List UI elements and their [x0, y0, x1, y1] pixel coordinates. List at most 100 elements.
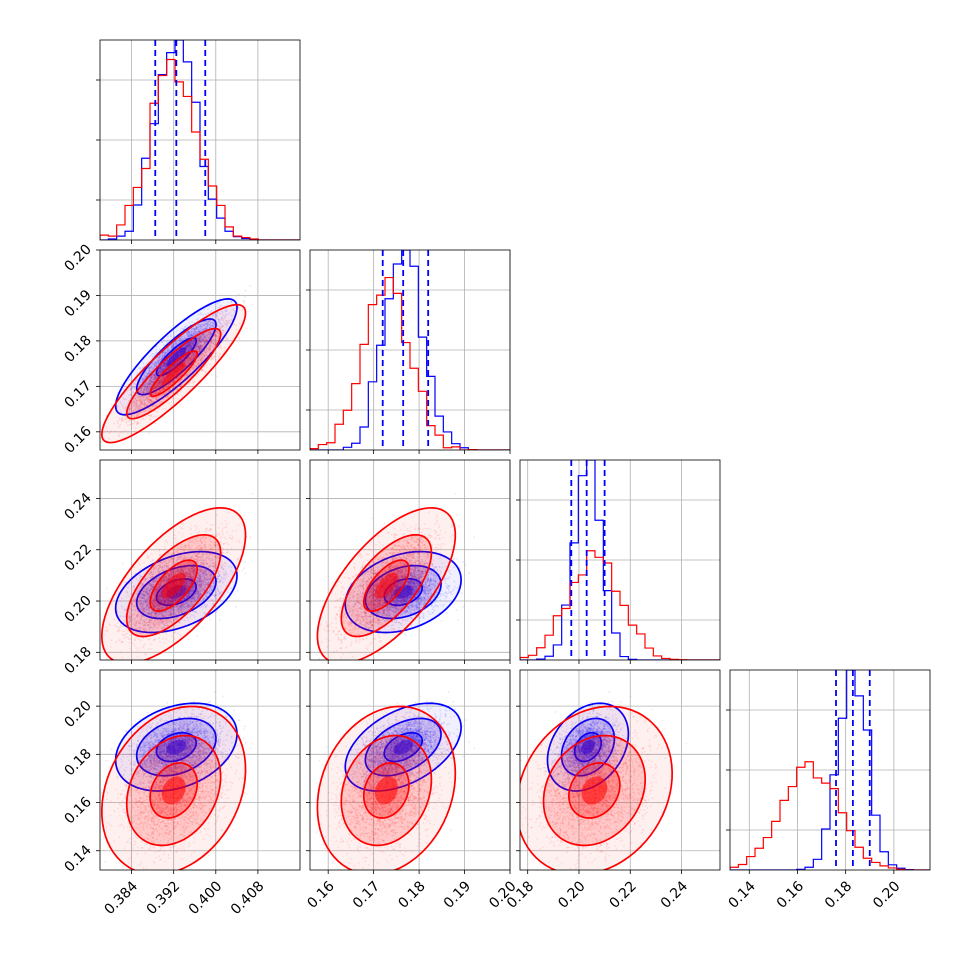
sample-point: [210, 373, 213, 376]
sample-point: [158, 370, 161, 373]
sample-point: [154, 387, 156, 390]
sample-point: [150, 376, 153, 379]
sample-point: [175, 362, 178, 365]
sample-point: [226, 313, 229, 316]
sample-point: [190, 347, 193, 349]
sample-point: [143, 377, 146, 379]
sample-point: [176, 362, 178, 365]
sample-point: [147, 383, 150, 386]
sample-point: [128, 394, 130, 397]
sample-point: [132, 383, 135, 386]
sample-point: [218, 325, 221, 328]
sample-point: [186, 347, 189, 349]
sample-point: [193, 329, 196, 332]
sample-point: [201, 333, 203, 336]
sample-point: [205, 334, 208, 337]
sample-point: [175, 343, 178, 345]
sample-point: [196, 331, 199, 334]
sample-point: [198, 348, 200, 351]
sample-point: [164, 366, 167, 369]
sample-point: [146, 385, 148, 388]
sample-point: [142, 378, 145, 381]
sample-point: [195, 327, 198, 329]
sample-point: [169, 367, 171, 370]
sample-point: [192, 328, 195, 331]
sample-point: [202, 336, 205, 339]
sample-point: [167, 335, 169, 338]
sample-point: [142, 378, 145, 381]
sample-point: [157, 372, 160, 375]
sample-point: [167, 349, 170, 352]
sample-point: [162, 355, 165, 358]
sample-point: [175, 343, 178, 346]
sample-point: [155, 385, 158, 387]
sample-point: [202, 338, 205, 340]
sample-point: [183, 345, 186, 347]
sample-point: [194, 333, 196, 335]
sample-point: [197, 363, 199, 366]
sample-point: [203, 323, 206, 326]
sample-point: [193, 355, 196, 358]
sample-point: [200, 340, 203, 343]
sample-point: [189, 345, 192, 348]
sample-point: [154, 373, 157, 376]
sample-point: [223, 321, 225, 324]
sample-point: [150, 385, 152, 388]
sample-point: [143, 386, 146, 389]
sample-point: [191, 358, 194, 361]
sample-point: [208, 305, 211, 308]
sample-point: [197, 339, 200, 342]
sample-point: [220, 317, 223, 320]
sample-point: [202, 313, 205, 316]
sample-point: [190, 339, 193, 342]
sample-point: [160, 380, 163, 383]
sample-point: [197, 313, 200, 315]
sample-point: [186, 332, 189, 335]
sample-point: [187, 343, 190, 345]
sample-point: [131, 409, 134, 412]
sample-point: [160, 381, 163, 384]
sample-point: [176, 362, 179, 365]
sample-point: [151, 381, 153, 383]
sample-point: [163, 387, 165, 390]
sample-point: [194, 330, 196, 333]
sample-point: [218, 300, 221, 303]
sample-point: [163, 361, 166, 364]
sample-point: [181, 328, 184, 331]
sample-point: [199, 344, 201, 346]
sample-point: [131, 386, 134, 388]
sample-point: [153, 376, 156, 379]
sample-point: [144, 384, 147, 387]
sample-point: [150, 378, 152, 381]
sample-point: [243, 302, 246, 304]
sample-point: [198, 348, 201, 350]
sample-point: [190, 347, 192, 350]
sample-point: [191, 335, 194, 338]
panel-1-0: [100, 249, 300, 450]
sample-point: [187, 331, 190, 334]
sample-point: [218, 321, 221, 324]
sample-point: [154, 353, 157, 356]
sample-point: [206, 308, 209, 311]
sample-point: [197, 341, 200, 343]
sample-point: [146, 375, 148, 377]
sample-point: [159, 367, 162, 370]
sample-point: [188, 330, 191, 333]
sample-point: [170, 327, 173, 329]
sample-point: [208, 326, 211, 329]
sample-point: [188, 343, 191, 346]
sample-point: [228, 319, 230, 322]
sample-point: [190, 344, 193, 347]
sample-point: [162, 364, 165, 367]
sample-point: [193, 342, 195, 344]
sample-point: [193, 366, 196, 368]
sample-point: [142, 395, 144, 398]
sample-point: [162, 363, 165, 365]
sample-point: [185, 343, 188, 346]
sample-point: [202, 328, 204, 331]
sample-point: [157, 370, 160, 373]
sample-point: [189, 344, 192, 347]
sample-point: [219, 297, 221, 299]
sample-point: [189, 332, 191, 334]
sample-point: [159, 372, 162, 375]
